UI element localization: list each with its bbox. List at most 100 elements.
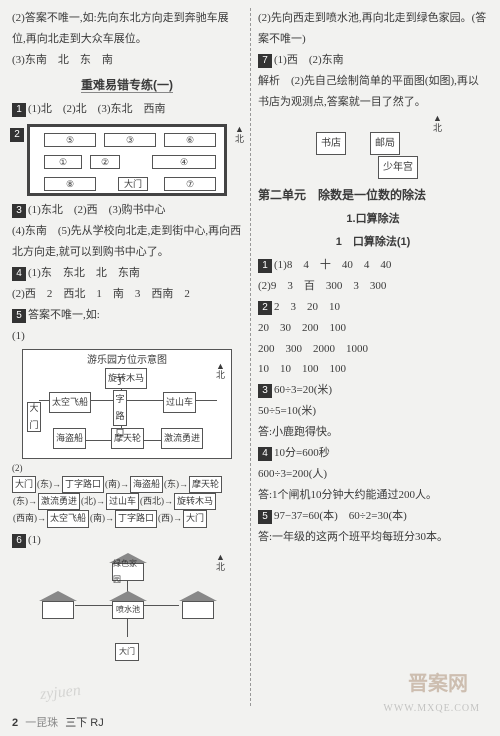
flow-box: 摩天轮 [189, 476, 222, 493]
diagram-cell: ② [90, 155, 120, 169]
plan-diagram: ▲北 书店 邮局 少年宫 [298, 118, 448, 178]
flow-arrow: (西北)→ [139, 496, 174, 506]
house: 绿色家园 [109, 553, 147, 581]
column-divider [250, 8, 251, 706]
num-box: 3 [258, 384, 272, 398]
d2-title: 游乐园方位示意图 [23, 350, 231, 370]
flow-arrow: (南)→ [104, 479, 130, 489]
diagram-cell: 大门 [118, 177, 148, 191]
building-diagram: ▲北 ⑤③⑥①②④⑧大门⑦ [27, 124, 227, 196]
flow-box: 过山车 [106, 493, 139, 510]
amusement-diagram: 游乐园方位示意图 ▲北 旋转木马太空飞船过山车海盗船摩天轮激流勇进大门丁字路口 [22, 349, 232, 459]
flow-arrow: (东)→ [12, 496, 38, 506]
section-title: 重难易错专练(一) [12, 74, 242, 97]
d2-vbox: 大门 [27, 402, 41, 432]
flow-box: 激流勇进 [38, 493, 80, 510]
num-box: 6 [12, 534, 26, 548]
plan-box: 少年宫 [378, 156, 418, 179]
diagram-cell: ⑧ [44, 177, 96, 191]
num-box: 4 [258, 447, 272, 461]
diagram-1-wrap: 2 ▲北 ⑤③⑥①②④⑧大门⑦ [12, 124, 242, 196]
q6: 6(1) [12, 530, 242, 551]
house [179, 591, 217, 619]
flow-box: 大门 [183, 510, 207, 527]
flow-arrow: (北)→ [80, 496, 106, 506]
line: 50÷5=10(米) [258, 401, 488, 422]
flow-arrow: (西南)→ [12, 513, 47, 523]
plan-box: 书店 [316, 132, 346, 155]
num-box: 1 [258, 259, 272, 273]
num-box: 3 [12, 204, 26, 218]
north-arrow: ▲北 [216, 362, 225, 382]
d2-box: 激流勇进 [161, 428, 203, 449]
q2: 22 3 20 10 [258, 297, 488, 318]
footer: 2 一昆珠 三下 RJ [12, 714, 104, 730]
q1: 1(1)北 (2)北 (3)东北 西南 [12, 99, 242, 120]
num-box: 4 [12, 267, 26, 281]
q3: 360÷3=20(米) [258, 380, 488, 401]
house-diagram: 大门 ▲北 绿色家园喷水池 [27, 553, 227, 663]
flow-row: 大门(东)→丁字路口(南)→海盗船(东)→摩天轮 [12, 476, 242, 493]
flow-arrow: (东)→ [163, 479, 189, 489]
d2-box: 旋转木马 [105, 368, 147, 389]
d2-box: 太空飞船 [49, 392, 91, 413]
flow-box: 丁字路口 [115, 510, 157, 527]
flow-row: (东)→激流勇进(北)→过山车(西北)→旋转木马 [12, 493, 242, 510]
diagram-cell: ① [44, 155, 82, 169]
diagram-cell: ⑦ [164, 177, 216, 191]
q4: 4(1)东 东北 北 东南 [12, 263, 242, 284]
flow-box: 太空飞船 [47, 510, 89, 527]
diagram-cell: ④ [152, 155, 216, 169]
note: 解析 (2)先自己绘制简单的平面图(如图),再以书店为观测点,答案就一目了然了。 [258, 71, 488, 113]
line: 答:1个闸机10分钟大约能通过200人。 [258, 485, 488, 506]
line: 答:一年级的这两个班平均每班分30本。 [258, 527, 488, 548]
unit-title: 第二单元 除数是一位数的除法 [258, 184, 488, 207]
line: 10 10 100 100 [258, 359, 488, 380]
q3b: (4)东南 (5)先从学校向北走,走到街中心,再向西北方向走,就可以到购书中心了… [12, 221, 242, 263]
d2-box: 海盗船 [53, 428, 86, 449]
sub-title: 1 口算除法(1) [258, 232, 488, 253]
line: 600÷3=200(人) [258, 464, 488, 485]
flow-box: 旋转木马 [174, 493, 216, 510]
flow-row: (西南)→太空飞船(南)→丁字路口(西)→大门 [12, 510, 242, 527]
num-box: 2 [10, 128, 24, 142]
q4: 410分=600秒 [258, 443, 488, 464]
q5: 597−37=60(本) 60÷2=30(本) [258, 506, 488, 527]
line: 答:小鹿跑得快。 [258, 422, 488, 443]
d2-label: (1) [12, 326, 242, 347]
gate-label: 大门 [115, 643, 139, 660]
plan-box: 邮局 [370, 132, 400, 155]
flow-arrow: (西)→ [157, 513, 183, 523]
q3: 3(1)东北 (2)西 (3)购书中心 [12, 200, 242, 221]
diagram-cell: ⑥ [164, 133, 216, 147]
house: 喷水池 [109, 591, 147, 619]
q4b: (2)西 2 西北 1 南 3 西南 2 [12, 284, 242, 305]
house [39, 591, 77, 619]
flow-box: 丁字路口 [62, 476, 104, 493]
num-box: 7 [258, 54, 272, 68]
north-arrow: ▲北 [433, 114, 442, 134]
q7: 7(1)西 (2)东南 [258, 50, 488, 71]
diagram-cell: ⑤ [44, 133, 96, 147]
flow-box: 海盗船 [130, 476, 163, 493]
north-arrow: ▲北 [235, 125, 244, 145]
sub-title: 1.口算除法 [258, 209, 488, 230]
flow-box: 大门 [12, 476, 36, 493]
num-box: 2 [258, 301, 272, 315]
d2-box: 过山车 [163, 392, 196, 413]
num-box: 5 [12, 309, 26, 323]
d2-vbox: 丁字路口 [113, 390, 127, 426]
line: 200 300 2000 1000 [258, 339, 488, 360]
north-arrow: ▲北 [216, 553, 225, 573]
flow-arrow: (南)→ [89, 513, 115, 523]
q5: 5答案不唯一,如: [12, 305, 242, 326]
para: (3)东南 北 东 南 [12, 50, 242, 71]
para: (2)先向西走到喷水池,再向北走到绿色家园。(答案不唯一) [258, 8, 488, 50]
line: 20 30 200 100 [258, 318, 488, 339]
num-box: 1 [12, 103, 26, 117]
num-box: 5 [258, 510, 272, 524]
para: (2)答案不唯一,如:先向东北方向走到奔驰车展位,再向北走到大众车展位。 [12, 8, 242, 50]
flow-arrow: (东)→ [36, 479, 62, 489]
line: (2)9 3 百 300 3 300 [258, 276, 488, 297]
q1: 1(1)8 4 十 40 4 40 [258, 255, 488, 276]
